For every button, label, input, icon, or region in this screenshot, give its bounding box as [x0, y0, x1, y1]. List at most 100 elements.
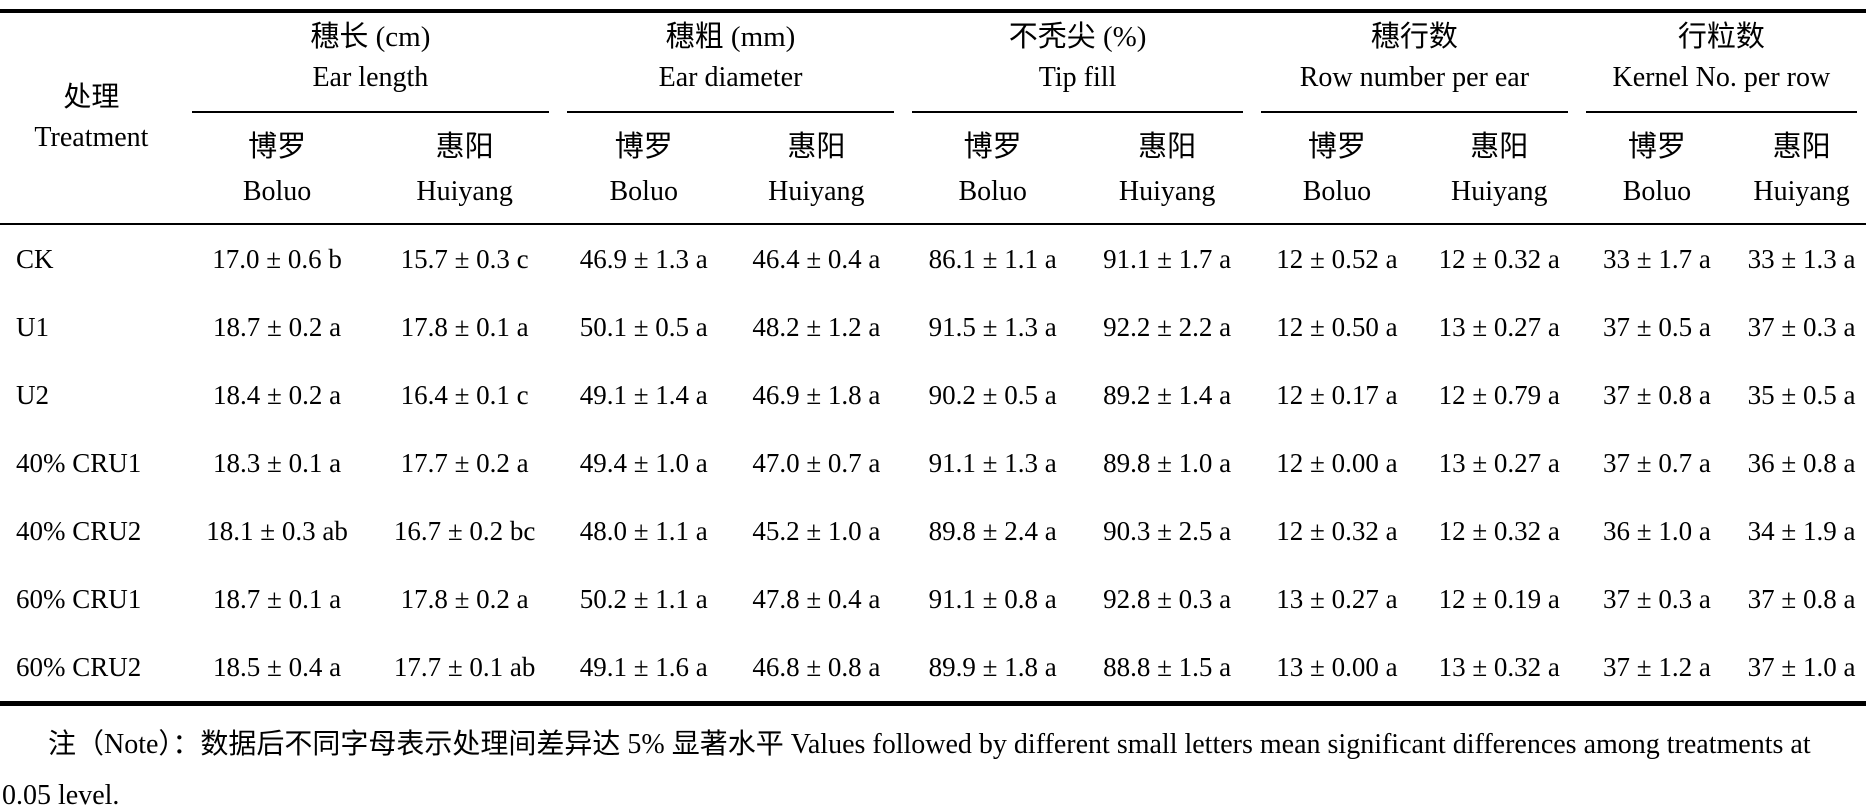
site-header-boluo: 博罗 Boluo [182, 112, 372, 226]
group-header-tip-fill: 不秃尖 (%) Tip fill [903, 11, 1252, 113]
value-cell: 37 ± 1.0 a [1747, 651, 1856, 682]
group-kernel-number-en: Kernel No. per row [1612, 62, 1831, 94]
value-cell: 49.1 ± 1.4 a [579, 379, 708, 410]
site-header-boluo: 博罗 Boluo [1252, 112, 1422, 226]
value-cell: 47.8 ± 0.4 a [752, 583, 881, 614]
value-cell: 45.2 ± 1.0 a [752, 515, 881, 546]
value-cell: 36 ± 0.8 a [1747, 447, 1856, 478]
group-ear-diameter-zh: 穗粗 (mm) [665, 21, 796, 53]
site-en: Huiyang [1118, 175, 1216, 207]
value-cell: 37 ± 0.8 a [1747, 583, 1856, 614]
value-cell: 18.7 ± 0.2 a [213, 311, 342, 342]
value-cell: 17.8 ± 0.1 a [400, 311, 529, 342]
site-header-huiyang: 惠阳 Huiyang [729, 112, 904, 226]
site-zh: 博罗 [1627, 130, 1686, 163]
value-cell: 33 ± 1.3 a [1747, 243, 1856, 274]
spanner-rule [1585, 110, 1857, 113]
spanner-rule [191, 110, 549, 113]
value-cell: 89.8 ± 2.4 a [928, 515, 1057, 546]
site-en: Huiyang [416, 175, 513, 207]
site-zh: 惠阳 [1470, 130, 1529, 163]
value-cell: 37 ± 0.8 a [1603, 379, 1711, 410]
value-cell: 33 ± 1.7 a [1603, 243, 1711, 274]
value-cell: 88.8 ± 1.5 a [1103, 651, 1232, 682]
spanner-rule [566, 110, 895, 113]
site-en: Boluo [1622, 175, 1692, 207]
value-cell: 92.2 ± 2.2 a [1103, 311, 1232, 342]
value-cell: 90.3 ± 2.5 a [1103, 515, 1232, 546]
value-cell: 18.1 ± 0.3 ab [206, 515, 348, 546]
value-cell: 46.8 ± 0.8 a [752, 651, 881, 682]
value-cell: 48.2 ± 1.2 a [752, 311, 881, 342]
value-cell: 13 ± 0.27 a [1438, 311, 1560, 342]
site-en: Boluo [958, 175, 1027, 207]
value-cell: 13 ± 0.32 a [1438, 651, 1560, 682]
site-en: Boluo [242, 175, 312, 207]
value-cell: 12 ± 0.32 a [1438, 515, 1560, 546]
group-tip-fill-zh: 不秃尖 (%) [1008, 21, 1147, 53]
value-cell: 12 ± 0.32 a [1276, 515, 1398, 546]
treatment-header-en: Treatment [34, 122, 149, 154]
row-label: 40% CRU2 [16, 515, 142, 546]
site-zh: 惠阳 [787, 130, 846, 163]
value-cell: 36 ± 1.0 a [1603, 515, 1711, 546]
site-zh: 博罗 [248, 130, 307, 163]
group-row-number-zh: 穗行数 [1370, 21, 1458, 53]
value-cell: 49.4 ± 1.0 a [579, 447, 708, 478]
site-en: Boluo [609, 175, 678, 207]
group-tip-fill-en: Tip fill [1038, 62, 1117, 94]
table-row: CK 17.0 ± 0.6 b 15.7 ± 0.3 c 46.9 ± 1.3 … [0, 224, 1866, 293]
value-cell: 35 ± 0.5 a [1747, 379, 1856, 410]
value-cell: 37 ± 0.5 a [1603, 311, 1711, 342]
value-cell: 91.1 ± 1.7 a [1103, 243, 1232, 274]
site-en: Huiyang [1451, 175, 1548, 207]
row-label: CK [16, 243, 54, 274]
value-cell: 18.4 ± 0.2 a [213, 379, 342, 410]
value-cell: 47.0 ± 0.7 a [752, 447, 881, 478]
value-cell: 89.9 ± 1.8 a [928, 651, 1057, 682]
group-header-ear-diameter: 穗粗 (mm) Ear diameter [558, 11, 903, 113]
site-header-huiyang: 惠阳 Huiyang [371, 112, 558, 226]
value-cell: 12 ± 0.50 a [1276, 311, 1398, 342]
value-cell: 89.2 ± 1.4 a [1103, 379, 1232, 410]
treatment-column-header: 处理 Treatment [0, 11, 183, 226]
value-cell: 46.4 ± 0.4 a [752, 243, 881, 274]
value-cell: 37 ± 0.7 a [1603, 447, 1711, 478]
value-cell: 86.1 ± 1.1 a [928, 243, 1057, 274]
group-header-kernel-number: 行粒数 Kernel No. per row [1577, 11, 1866, 113]
value-cell: 91.1 ± 1.3 a [928, 447, 1057, 478]
value-cell: 89.8 ± 1.0 a [1103, 447, 1232, 478]
group-header-ear-length: 穗长 (cm) Ear length [183, 11, 558, 113]
value-cell: 17.8 ± 0.2 a [400, 583, 529, 614]
value-cell: 12 ± 0.00 a [1276, 447, 1398, 478]
value-cell: 50.1 ± 0.5 a [579, 311, 708, 342]
row-label: 60% CRU2 [16, 651, 142, 682]
group-kernel-number-zh: 行粒数 [1677, 21, 1765, 53]
value-cell: 18.7 ± 0.1 a [213, 583, 342, 614]
value-cell: 17.0 ± 0.6 b [212, 243, 342, 274]
value-cell: 16.4 ± 0.1 c [400, 379, 529, 410]
group-header-row: 处理 Treatment 穗长 (cm) Ear length 穗粗 (mm) … [0, 11, 1866, 226]
row-label: U2 [16, 379, 49, 410]
value-cell: 34 ± 1.9 a [1747, 515, 1856, 546]
value-cell: 16.7 ± 0.2 bc [393, 515, 536, 546]
site-zh: 博罗 [963, 130, 1022, 163]
site-en: Huiyang [1753, 175, 1850, 207]
value-cell: 13 ± 0.00 a [1276, 651, 1398, 682]
group-header-row-number: 穗行数 Row number per ear [1252, 11, 1577, 113]
value-cell: 12 ± 0.17 a [1276, 379, 1398, 410]
spanner-rule [912, 110, 1244, 113]
value-cell: 12 ± 0.79 a [1438, 379, 1560, 410]
treatment-header-zh: 处理 [63, 81, 120, 113]
table-row: U2 18.4 ± 0.2 a 16.4 ± 0.1 c 49.1 ± 1.4 … [0, 361, 1866, 429]
value-cell: 91.5 ± 1.3 a [928, 311, 1057, 342]
value-cell: 92.8 ± 0.3 a [1103, 583, 1232, 614]
value-cell: 15.7 ± 0.3 c [400, 243, 529, 274]
value-cell: 12 ± 0.52 a [1276, 243, 1398, 274]
row-label: U1 [16, 311, 49, 342]
site-header-boluo: 博罗 Boluo [903, 112, 1083, 226]
value-cell: 91.1 ± 0.8 a [928, 583, 1057, 614]
table-row: 60% CRU2 18.5 ± 0.4 a 17.7 ± 0.1 ab 49.1… [0, 633, 1866, 704]
value-cell: 18.5 ± 0.4 a [213, 651, 342, 682]
